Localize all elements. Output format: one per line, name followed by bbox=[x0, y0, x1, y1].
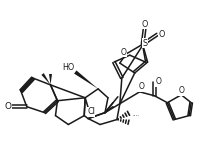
Text: S: S bbox=[142, 39, 147, 48]
Text: ....: .... bbox=[133, 112, 140, 117]
Text: O: O bbox=[4, 102, 11, 111]
Text: O: O bbox=[178, 86, 184, 95]
Text: Cl: Cl bbox=[87, 107, 95, 116]
Text: O: O bbox=[121, 48, 127, 57]
Text: O: O bbox=[158, 30, 165, 39]
Text: O: O bbox=[139, 82, 145, 91]
Polygon shape bbox=[41, 73, 51, 85]
Polygon shape bbox=[49, 74, 52, 85]
Text: HO: HO bbox=[62, 63, 75, 72]
Polygon shape bbox=[74, 70, 98, 89]
Text: O: O bbox=[141, 20, 148, 29]
Text: O: O bbox=[156, 77, 161, 86]
